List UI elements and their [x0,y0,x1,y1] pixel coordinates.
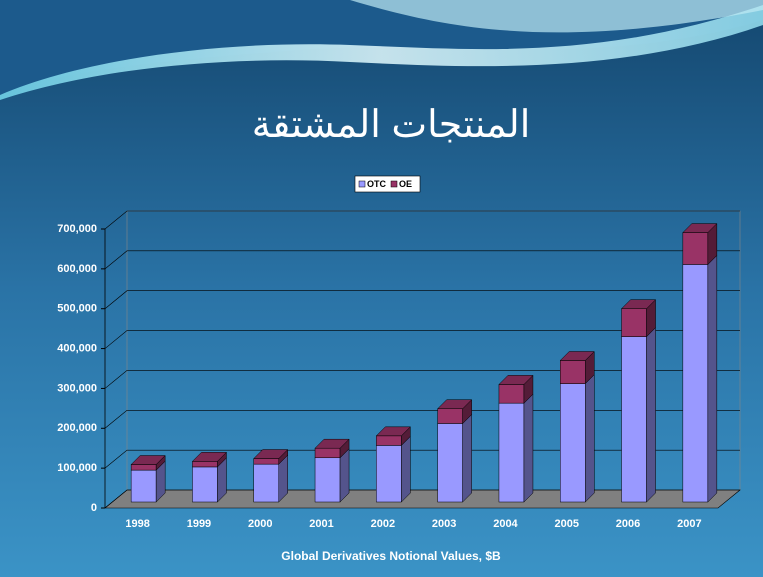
bar-side [401,435,411,503]
wave-highlight [350,0,763,33]
bar-front [130,464,157,471]
bar-front [376,435,402,446]
grid-line [104,370,740,389]
bar-top [620,299,657,309]
bar-front [376,445,402,503]
x-tick-label: 2003 [432,518,456,530]
bar-top [314,438,350,449]
bar-front [314,457,341,503]
x-tick-label: 1998 [125,518,149,530]
bar-top [437,399,473,409]
x-tick-label: 2006 [616,518,640,530]
bar-top [375,426,411,437]
y-tick-label: 200,000 [57,422,97,434]
grid-line [104,250,740,270]
bar-front [498,402,525,503]
bar-segment [498,374,534,404]
x-tick-label: 2005 [555,518,579,530]
x-tick-label: 2007 [677,518,701,530]
bar-segment [375,426,411,447]
bar-front [682,232,709,265]
bar-front [253,458,279,465]
bar-front [314,447,341,459]
y-tick-label: 600,000 [57,263,97,275]
bar-segment [437,399,473,425]
bar-segment [682,222,718,266]
x-tick-label: 2000 [248,518,272,530]
bar-front [560,360,586,384]
bar-front [498,384,525,404]
bar-segment [560,374,595,503]
legend [354,175,421,193]
bar-front [682,264,709,503]
x-tick-label: 2002 [371,518,395,530]
slide-title: المنتجات المشتقة [252,104,531,146]
x-axis-title: Global Derivatives Notional Values, $B [281,549,501,563]
grid-line [104,210,740,230]
bar-side [646,326,656,503]
bar-side [585,374,595,503]
bar-side [707,254,718,503]
bar-front [560,383,586,503]
bar-front [437,408,463,424]
y-tick-label: 400,000 [57,342,97,354]
legend-label: OE [399,179,412,189]
bar-side [462,413,472,503]
bar-front [621,308,647,337]
grid-line [104,290,740,309]
bar-segment [130,460,166,503]
x-tick-label: 2004 [493,518,518,530]
bar-segment [559,350,595,385]
x-tick-label: 2001 [309,518,333,530]
bar-top [130,455,166,465]
grid-line [104,330,740,349]
bar-front [253,463,279,503]
bar-segment [498,393,534,503]
bar-segment [437,413,472,503]
y-tick-label: 700,000 [57,223,97,235]
grid-line [104,409,740,429]
legend-label: OTC [367,179,386,189]
y-tick-label: 100,000 [57,462,97,474]
bar-segment [376,435,411,503]
bar-segment [130,454,166,471]
legend-swatch [390,180,398,188]
legend-swatch [358,180,366,188]
bar-top [682,223,718,233]
x-tick-label: 1999 [187,518,211,530]
bar-front [192,466,218,503]
bar-top [253,449,289,459]
bar-side [523,393,534,503]
bar-segment [621,326,656,503]
bar-segment [253,448,289,465]
bar-top [191,452,228,462]
grid-line [104,489,740,509]
bar-front [621,336,647,503]
grid-line [104,449,740,469]
bar-segment [314,438,350,459]
bar-segment [682,254,718,503]
y-tick-label: 500,000 [57,303,97,315]
wave [0,5,763,100]
bar-front [192,461,218,468]
bar-segment [620,299,657,338]
bar-front [130,469,157,503]
bar-segment [314,448,350,503]
y-tick-label: 0 [91,502,97,514]
bar-top [559,351,595,361]
bar-top [498,375,534,385]
y-tick-label: 300,000 [57,382,97,394]
bar-segment [191,451,228,468]
bar-front [437,423,463,503]
